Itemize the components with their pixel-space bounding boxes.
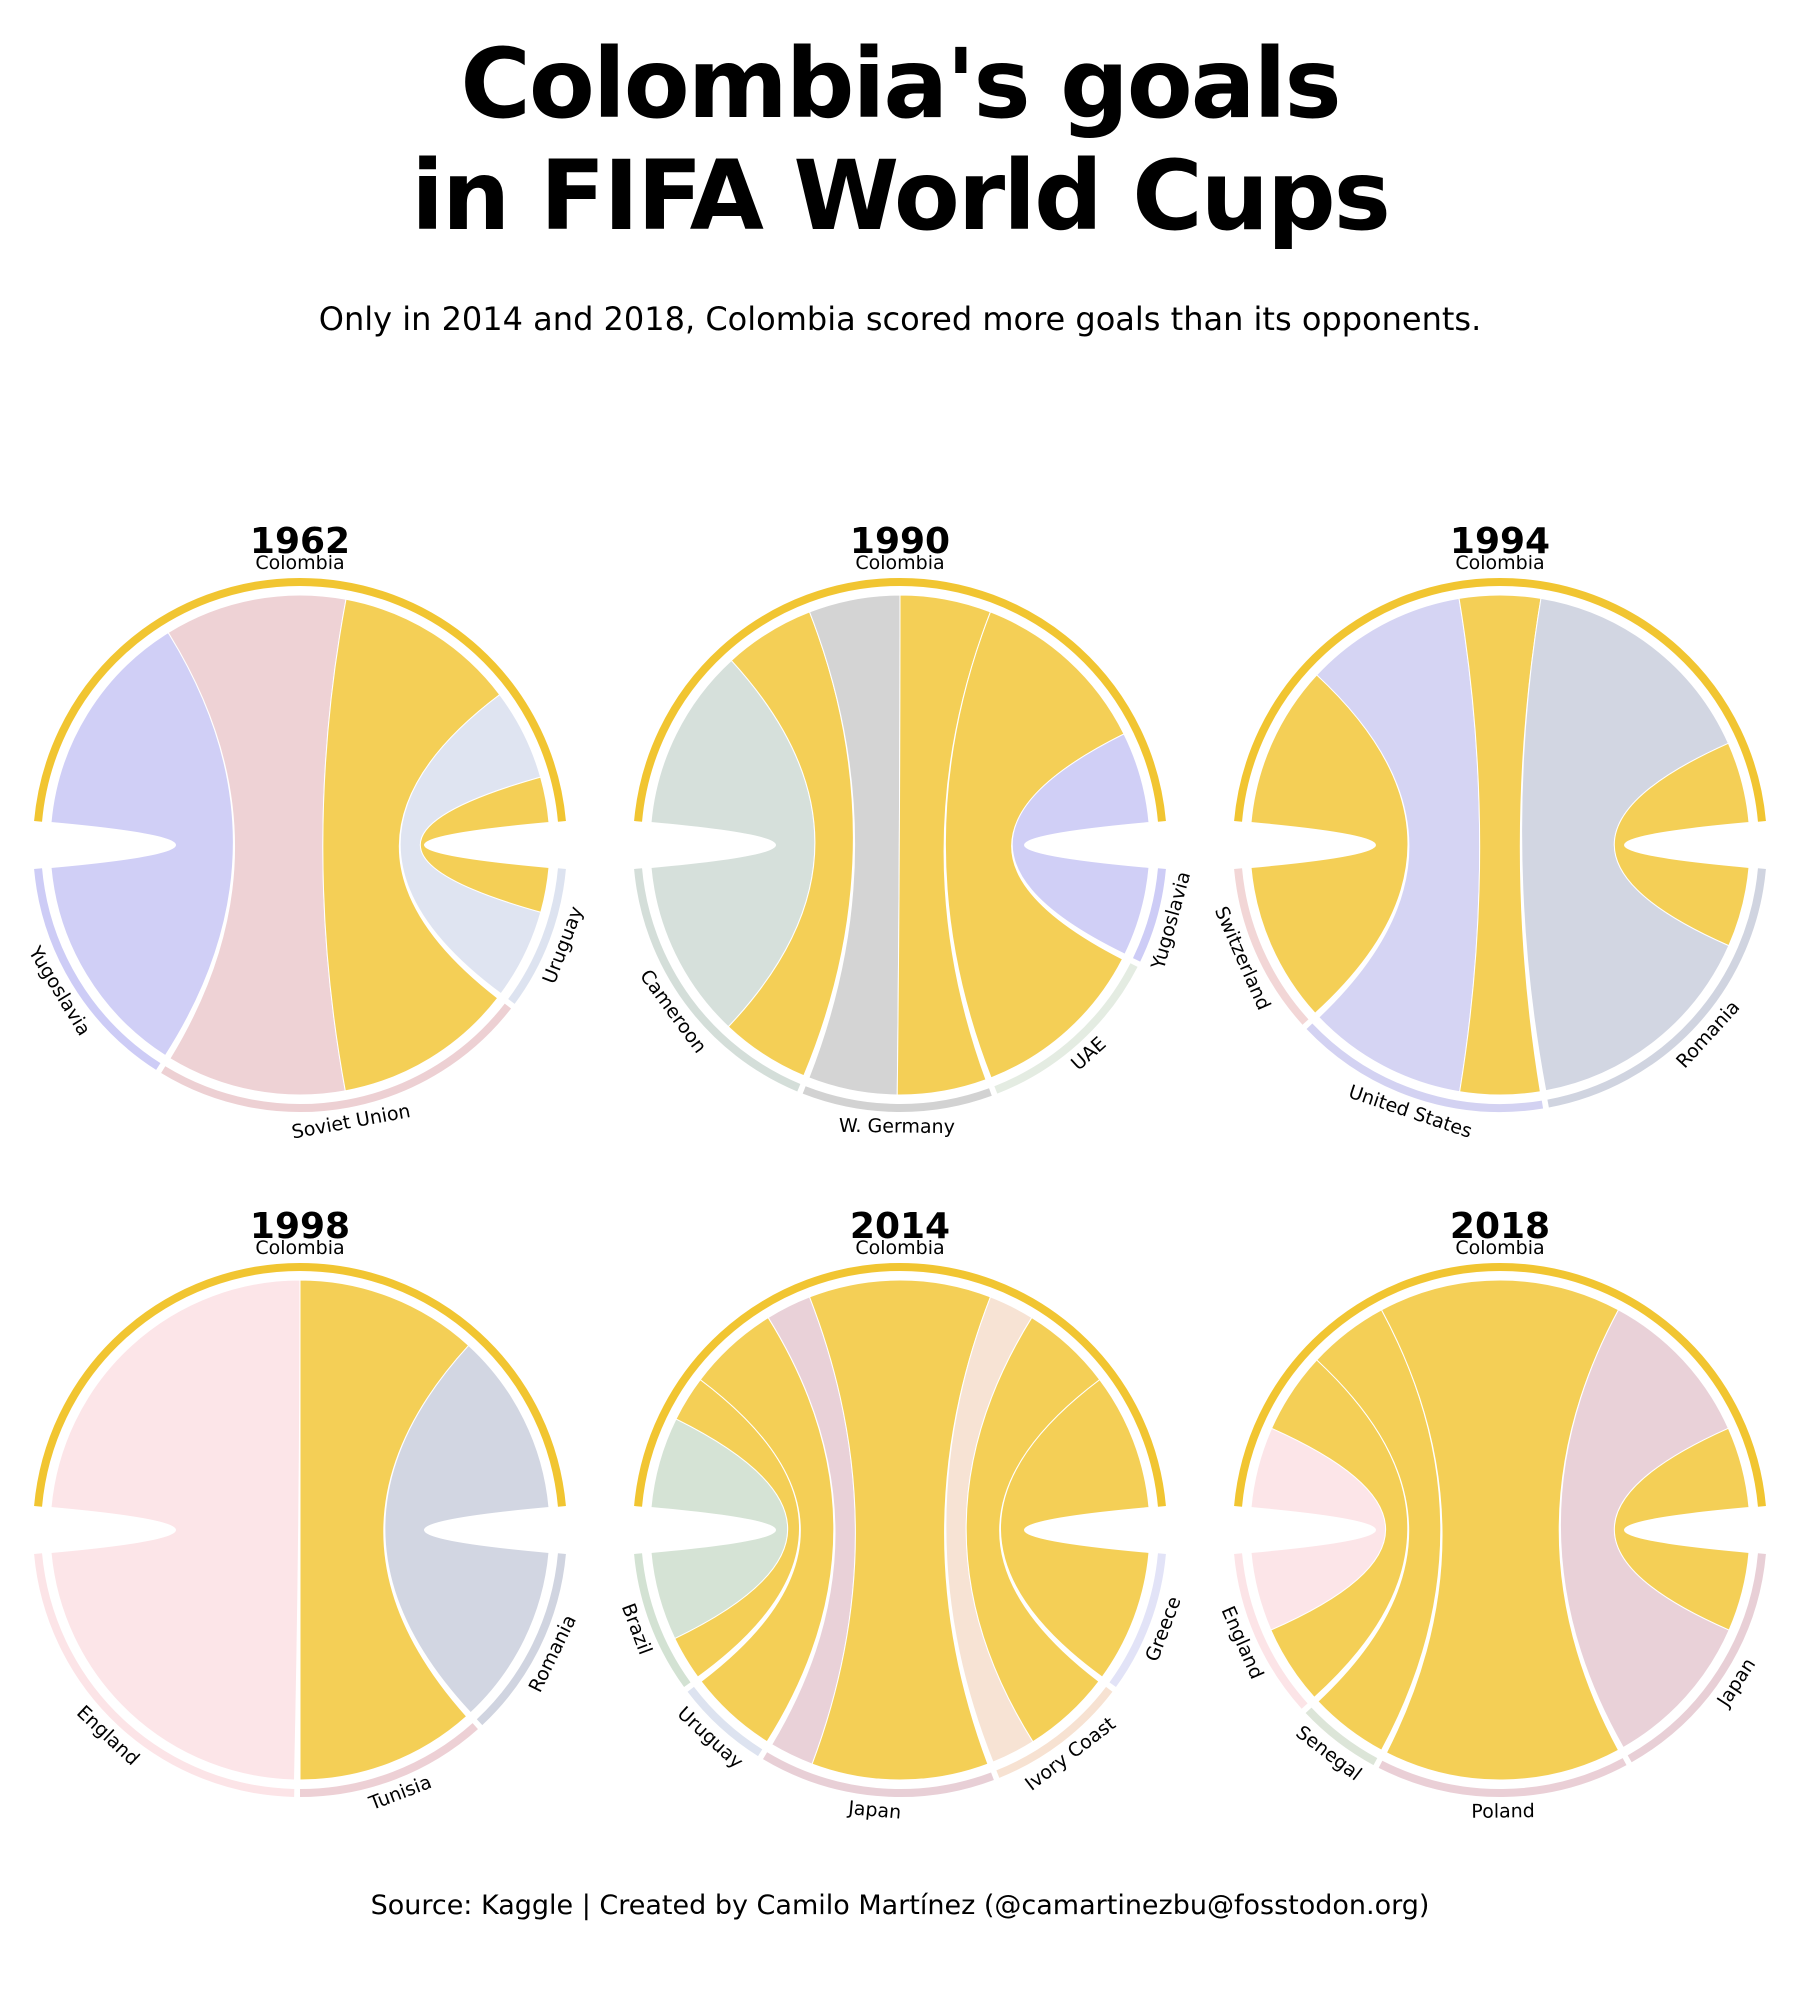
ribbons <box>1250 594 1750 1096</box>
ribbons <box>1250 1279 1750 1781</box>
year-label: 1994 <box>1450 521 1550 562</box>
opponent-arc-united-states <box>1306 1023 1544 1112</box>
opponent-arc-tunisia <box>299 1723 478 1797</box>
opponent-arc-ivory-coast <box>996 1686 1113 1778</box>
ribbon-colombia-vs-japan <box>1614 1427 1750 1631</box>
ribbon-colombia-vs-uae <box>944 611 1125 1079</box>
opponent-arc-england <box>34 1553 295 1797</box>
opponent-arc-poland <box>1378 1758 1627 1797</box>
colombia-label: Colombia <box>255 1237 344 1259</box>
ribbon-yugoslavia-goals <box>1011 733 1150 955</box>
ribbon-colombia-vs-uruguay <box>419 776 550 913</box>
colombia-arc <box>634 1262 1166 1507</box>
ribbons <box>50 594 550 1096</box>
colombia-label: Colombia <box>1455 1237 1544 1259</box>
colombia-label: Colombia <box>855 552 944 574</box>
opponent-arc-uruguay <box>508 868 566 1004</box>
opponent-arc-w-germany <box>802 1086 992 1112</box>
colombia-arc <box>34 577 566 822</box>
opponent-label: Poland <box>1471 1800 1535 1823</box>
colombia-arc <box>634 577 1166 822</box>
opponent-arc-japan <box>762 1752 994 1797</box>
opponent-arc-uae <box>994 963 1138 1094</box>
opponent-label: W. Germany <box>839 1115 955 1138</box>
year-label: 1962 <box>250 521 350 562</box>
colombia-label: Colombia <box>1455 552 1544 574</box>
ribbon-england-goals <box>50 1279 301 1781</box>
year-label: 2018 <box>1450 1206 1550 1247</box>
opponent-arc-england <box>1234 1553 1308 1709</box>
title-line-2: in FIFA World Cups <box>411 140 1391 252</box>
opponent-arc-yugoslavia <box>34 868 161 1070</box>
year-label: 1998 <box>250 1206 350 1247</box>
ribbon-yugoslavia-goals <box>50 631 234 1057</box>
opponent-arc-romania <box>476 1553 566 1726</box>
year-label: 1990 <box>850 521 950 562</box>
ribbon-colombia-vs-poland <box>1380 1279 1620 1781</box>
opponent-arc-cameroon <box>634 868 801 1092</box>
ribbon-colombia-vs-romania <box>1614 742 1750 947</box>
opponent-arc-greece <box>1109 1553 1166 1688</box>
opponent-arc-romania <box>1547 868 1766 1108</box>
opponent-arc-japan <box>1627 1553 1766 1763</box>
colombia-label: Colombia <box>255 552 344 574</box>
opponent-arc-brazil <box>634 1553 691 1688</box>
opponent-label: Japan <box>846 1797 902 1824</box>
colombia-label: Colombia <box>855 1237 944 1259</box>
source-note: Source: Kaggle | Created by Camilo Martí… <box>370 1890 1430 1921</box>
ribbon-colombia-vs-tunisia <box>299 1279 470 1781</box>
ribbons <box>50 1279 550 1781</box>
opponent-label: Japan <box>1712 1654 1760 1711</box>
title-line-1: Colombia's goals <box>460 28 1341 140</box>
ribbons <box>650 1279 1150 1781</box>
opponent-arc-yugoslavia <box>1132 868 1166 962</box>
ribbon-romania-goals <box>384 1344 550 1714</box>
colombia-arc <box>1234 1262 1766 1507</box>
chart-subtitle: Only in 2014 and 2018, Colombia scored m… <box>318 300 1482 338</box>
ribbon-colombia-vs-japan <box>808 1279 992 1781</box>
opponent-arc-soviet-union <box>161 1003 512 1112</box>
year-label: 2014 <box>850 1206 950 1247</box>
ribbon-colombia-vs-soviet-union <box>322 598 501 1092</box>
opponent-arc-uruguay <box>687 1686 763 1757</box>
colombia-arc <box>1234 577 1766 822</box>
colombia-arc <box>34 1262 566 1507</box>
opponent-arc-switzerland <box>1234 868 1309 1025</box>
ribbon-colombia-vs-switzerland <box>1250 674 1409 1014</box>
ribbons <box>650 594 1150 1096</box>
chart-title: Colombia's goals in FIFA World Cups <box>0 28 1800 252</box>
ribbon-colombia-vs-greece <box>1000 1378 1150 1678</box>
opponent-arc-senegal <box>1305 1707 1378 1766</box>
